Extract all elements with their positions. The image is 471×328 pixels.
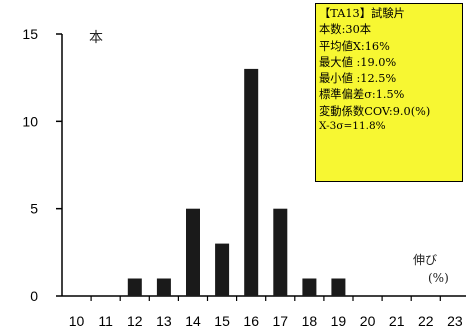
x-tick-label-16: 16 <box>243 313 259 328</box>
x-tick-label-17: 17 <box>273 313 289 328</box>
bar-13 <box>156 278 171 296</box>
stats-title: 【TA13】試験片 <box>319 7 405 20</box>
stats-min: 最小値 :12.5% <box>319 72 397 86</box>
stats-cov: 変動係数COV:9.0(%) <box>319 104 431 118</box>
x-tick-label-10: 10 <box>69 313 85 328</box>
stats-mean: 平均値X:16% <box>319 39 390 53</box>
y-axis-label: 本 <box>89 30 103 46</box>
bar-19 <box>331 278 346 296</box>
bar-17 <box>273 208 288 296</box>
x-tick-label-23: 23 <box>447 313 463 328</box>
x-tick-label-20: 20 <box>360 313 376 328</box>
x-axis-label-line1: 伸び <box>413 253 437 267</box>
bar-16 <box>244 68 259 297</box>
stats-stddev: 標準偏差σ:1.5% <box>319 88 405 102</box>
x-tick-label-13: 13 <box>156 313 172 328</box>
stats-max: 最大値 :19.0% <box>319 55 397 69</box>
stats-count: 本数:30本 <box>319 23 372 37</box>
x-tick-label-22: 22 <box>418 313 434 328</box>
y-tick-label-10: 10 <box>22 113 38 129</box>
bar-18 <box>302 278 317 296</box>
y-tick-label-5: 5 <box>30 201 38 217</box>
y-ticks: 0 5 10 15 <box>22 26 62 304</box>
bar-12 <box>127 278 142 296</box>
x-tick-label-19: 19 <box>331 313 347 328</box>
y-tick-label-0: 0 <box>30 288 38 304</box>
x-tick-label-14: 14 <box>185 313 201 328</box>
y-tick-label-15: 15 <box>22 26 38 42</box>
x-axis-label-line2: (%) <box>428 271 449 285</box>
x-tick-label-15: 15 <box>214 313 230 328</box>
stats-box: 【TA13】試験片 本数:30本 平均値X:16% 最大値 :19.0% 最小値… <box>315 3 463 182</box>
stats-x-3sigma: X-3σ=11.8% <box>319 120 386 133</box>
x-tick-label-21: 21 <box>389 313 405 328</box>
bars <box>127 68 346 297</box>
x-ticks: 10 11 12 13 14 15 16 17 18 19 20 21 22 23 <box>69 296 463 328</box>
bar-15 <box>215 243 230 296</box>
x-tick-label-12: 12 <box>127 313 143 328</box>
x-tick-label-18: 18 <box>302 313 318 328</box>
bar-14 <box>186 208 200 296</box>
x-tick-label-11: 11 <box>98 313 113 328</box>
